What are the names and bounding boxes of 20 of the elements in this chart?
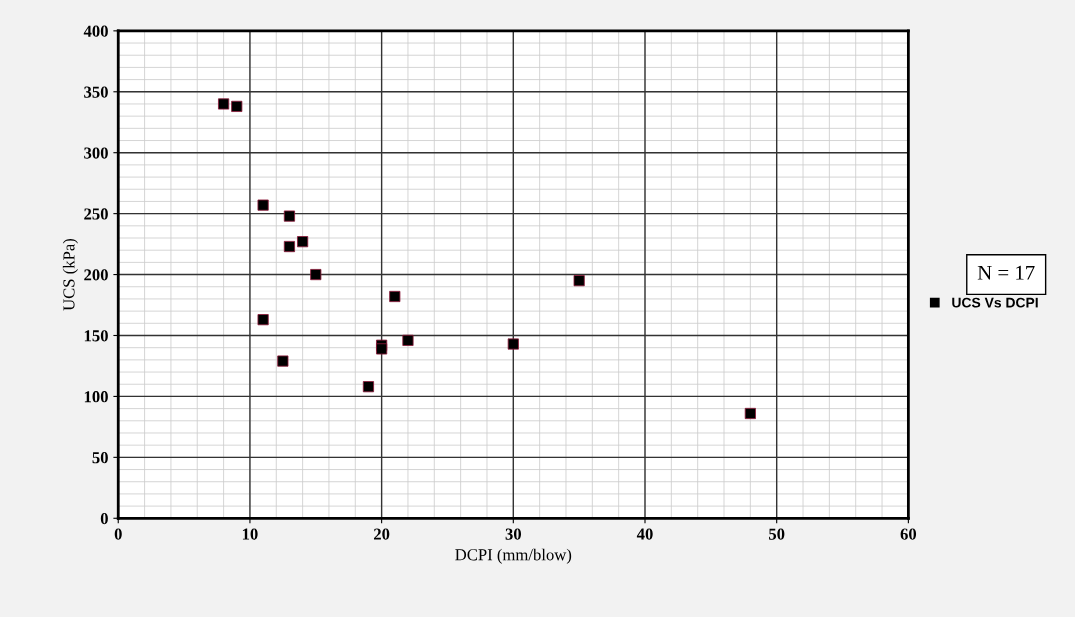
x-tick-label: 20 xyxy=(373,528,390,540)
x-tick-label: 10 xyxy=(242,528,258,540)
y-tick-label: 200 xyxy=(84,269,108,281)
y-tick-label: 100 xyxy=(84,391,108,403)
y-tick-label: 350 xyxy=(84,86,108,98)
y-tick-label: 400 xyxy=(83,25,108,37)
x-tick-label: 30 xyxy=(505,528,522,540)
x-axis-title: DCPI (mm/blow) xyxy=(455,548,572,564)
x-tick-label: 40 xyxy=(636,528,653,540)
legend-label: UCS Vs DCPI xyxy=(952,297,1038,308)
y-tick-label: 250 xyxy=(84,208,108,220)
x-tick-label: 60 xyxy=(900,528,917,540)
x-tick-label: 50 xyxy=(769,528,785,540)
y-axis-title: UCS (kPa) xyxy=(62,238,78,311)
text: N = 17 xyxy=(977,265,1035,280)
y-tick-label: 300 xyxy=(84,147,108,159)
x-tick-label: 0 xyxy=(114,528,122,540)
y-tick-label: 50 xyxy=(92,452,108,464)
y-tick-label: 0 xyxy=(100,512,108,525)
y-tick-label: 150 xyxy=(84,330,108,342)
